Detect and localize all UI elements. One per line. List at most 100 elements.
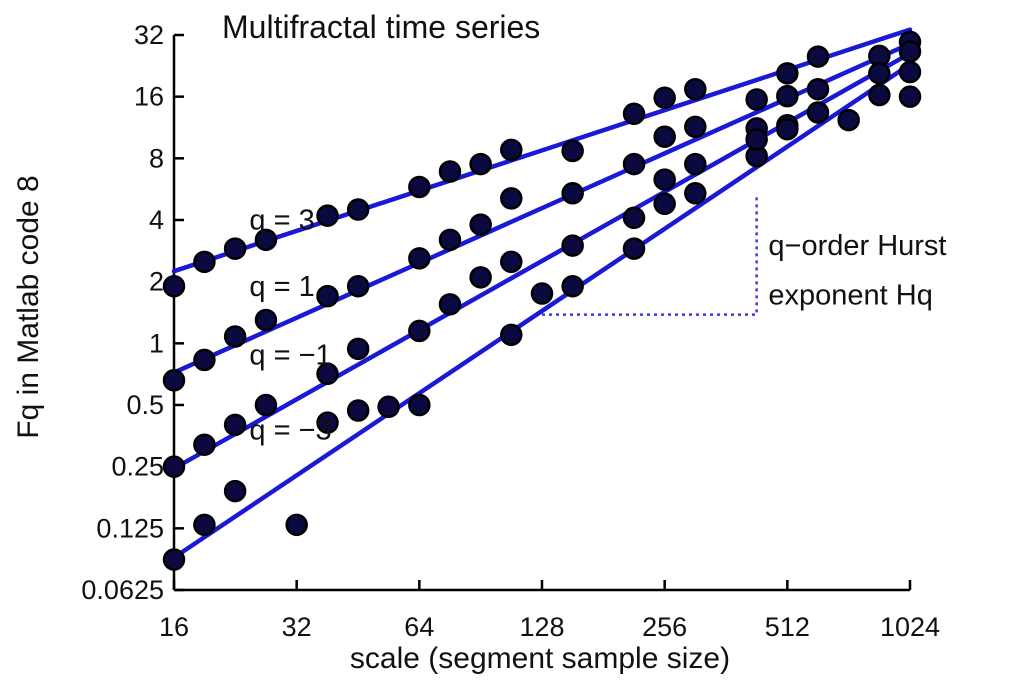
fit-line [171,62,913,560]
data-point [622,152,646,176]
annotation-label: q = −3 [249,414,331,446]
data-point [622,102,646,126]
data-point [408,247,431,270]
data-point [438,228,462,252]
data-point [223,413,247,437]
annotation-label: q = 3 [249,204,314,236]
x-tick-label: 128 [519,612,564,642]
data-point [438,160,462,183]
data-point [898,40,922,63]
data-point [223,237,247,260]
x-tick-label: 1024 [880,612,940,642]
data-point [316,204,339,227]
data-point [868,83,891,107]
data-point [653,168,676,191]
y-tick-label: 0.0625 [81,575,164,605]
data-point [223,479,247,503]
data-point [806,77,830,101]
data-point [285,513,308,537]
y-tick-label: 32 [134,20,164,50]
data-points [162,30,922,571]
y-axis-title: Fq in Matlab code 8 [12,175,45,438]
data-point [438,293,462,316]
x-tick-label: 256 [642,612,687,642]
y-tick-label: 0.125 [96,513,164,543]
data-point [806,45,830,68]
data-point [684,77,707,101]
annotation-label: q = 1 [249,271,314,303]
data-point [408,319,431,343]
hurst-exponent-guide [542,193,758,316]
data-point [346,198,370,221]
data-point [223,325,247,348]
x-axis-title: scale (segment sample size) [350,642,730,675]
data-point [346,274,370,298]
data-point [500,138,523,162]
x-tick-label: 512 [765,612,810,642]
annotation-label: exponent Hq [768,279,932,311]
data-point [745,88,768,111]
data-point [561,139,584,163]
x-tick-label: 16 [159,612,189,642]
data-point [377,395,400,419]
y-tick-label: 0.5 [126,390,164,420]
data-point [806,101,830,124]
data-point [193,348,216,372]
data-point [408,393,431,417]
data-point [469,266,492,289]
data-point [254,228,278,252]
data-point [898,85,922,108]
data-point [684,115,707,139]
data-point [500,187,523,210]
data-point [653,125,676,148]
data-point [346,399,370,422]
y-tick-label: 8 [149,143,164,173]
y-tick-label: 1 [149,328,164,358]
data-point [684,182,707,205]
data-point [837,108,860,132]
data-point [193,513,216,537]
data-point [898,60,922,84]
data-point [653,86,676,110]
data-point [653,192,676,216]
data-point [193,250,216,274]
chart-title: Multifractal time series [222,9,540,45]
data-point [776,117,799,141]
y-tick-label: 0.25 [111,452,164,482]
annotation-label: q = −1 [249,339,331,371]
data-point [500,323,523,347]
data-point [254,308,278,332]
data-point [316,411,339,434]
data-point [316,362,339,386]
data-point [745,128,768,151]
data-point [408,175,431,199]
data-point [346,337,370,361]
data-point [162,369,186,392]
data-point [561,274,584,298]
data-point [622,237,646,260]
data-point [561,234,584,257]
x-tick-label: 32 [282,612,312,642]
data-point [162,274,186,298]
data-point [469,152,492,176]
y-tick-label: 2 [149,267,164,297]
data-point [500,250,523,274]
data-point [868,62,891,85]
data-point [776,84,799,108]
data-point [162,548,186,571]
data-point [469,213,492,236]
y-tick-label: 16 [134,82,164,112]
chart-labels: Multifractal time series scale (segment … [12,9,730,675]
data-point [316,284,339,308]
data-point [530,282,554,305]
x-tick-label: 64 [404,612,434,642]
annotation-label: q−order Hurst [768,230,946,262]
data-point [622,206,646,230]
y-tick-label: 4 [149,205,164,235]
data-point [254,393,278,417]
data-point [561,182,584,205]
hurst-guide [542,193,758,316]
data-point [684,152,707,176]
data-point [776,62,799,85]
